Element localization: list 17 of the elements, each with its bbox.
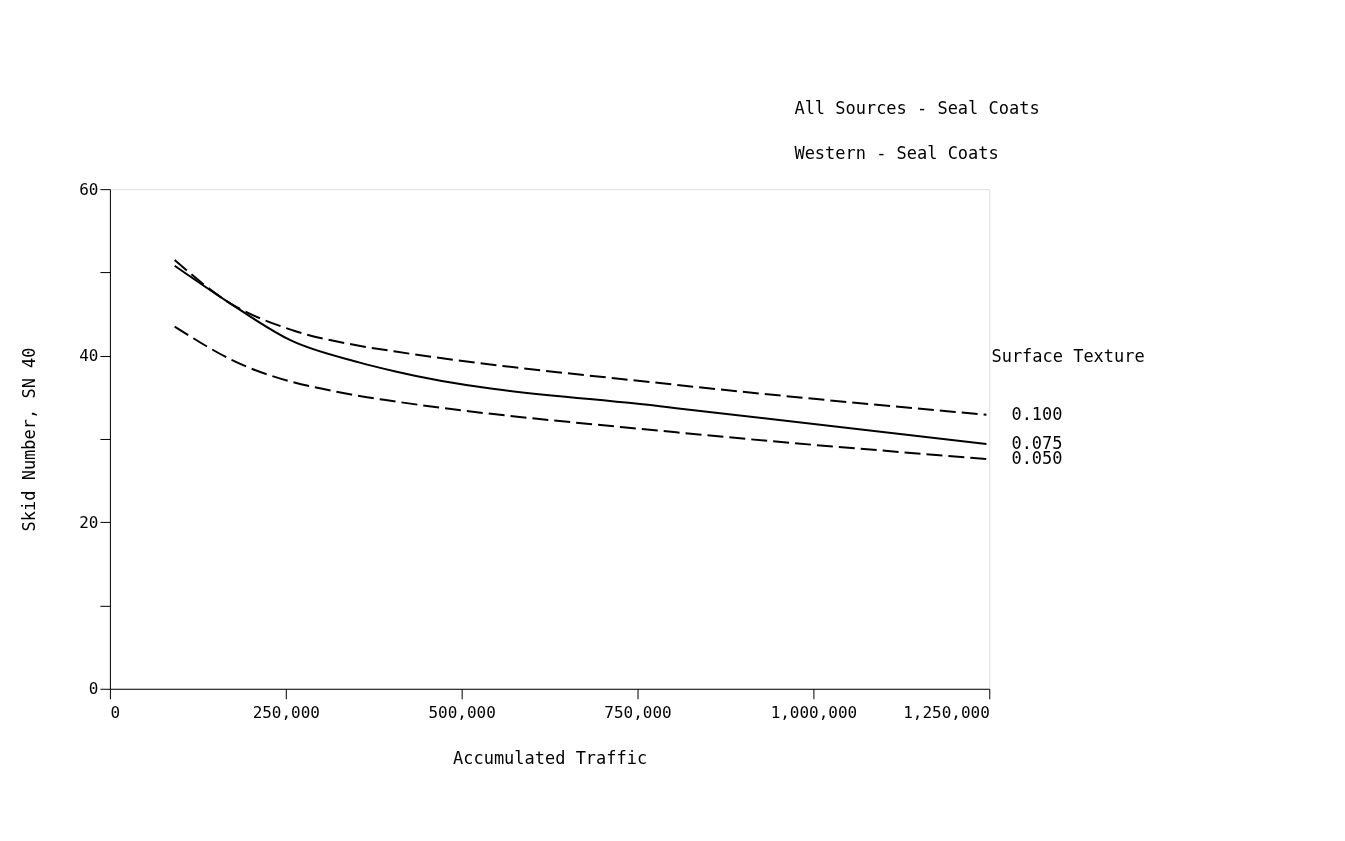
y-tick-label: 60: [79, 179, 99, 199]
x-tick-label: 750,000: [604, 703, 672, 723]
x-tick-label: 500,000: [428, 703, 496, 723]
y-tick-label: 40: [79, 346, 99, 366]
text: All Sources - Seal Coats: [794, 98, 1040, 119]
series-label: 0.100: [1011, 403, 1063, 424]
x-tick-label: 250,000: [252, 703, 320, 723]
x-tick-label: 1,000,000: [770, 703, 858, 723]
x-axis-title: Accumulated Traffic: [453, 748, 648, 769]
y-tick-label: 20: [79, 512, 99, 532]
text: Western - Seal Coats: [794, 143, 999, 164]
y-axis-title: Skid Number, SN 40: [19, 347, 40, 532]
x-tick-label: 1,250,000: [903, 703, 990, 723]
x-tick-label: 0: [110, 703, 121, 723]
line-series: [173, 325, 988, 460]
legend-title: Surface Texture: [991, 345, 1145, 366]
y-tick-label: 0: [88, 679, 99, 699]
